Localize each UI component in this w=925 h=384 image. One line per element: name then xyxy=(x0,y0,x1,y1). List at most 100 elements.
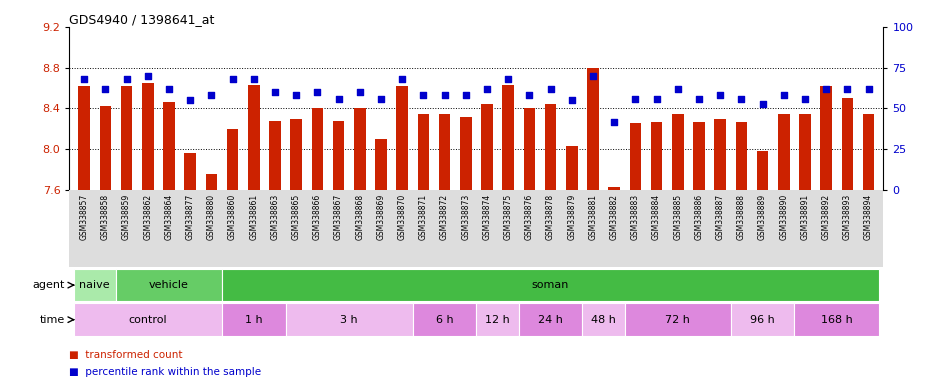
Bar xyxy=(566,146,577,190)
Text: GSM338867: GSM338867 xyxy=(334,194,343,240)
Text: GSM338885: GSM338885 xyxy=(673,194,683,240)
Point xyxy=(564,97,579,103)
Text: GSM338861: GSM338861 xyxy=(250,194,258,240)
Bar xyxy=(795,303,879,336)
Text: GSM338889: GSM338889 xyxy=(758,194,767,240)
Bar xyxy=(524,108,536,190)
Text: GSM338857: GSM338857 xyxy=(80,194,89,240)
Text: GSM338860: GSM338860 xyxy=(228,194,237,240)
Bar xyxy=(184,153,196,190)
Bar xyxy=(842,98,853,190)
Text: agent: agent xyxy=(32,280,65,290)
Bar xyxy=(269,121,281,190)
Text: GSM338866: GSM338866 xyxy=(313,194,322,240)
Text: GSM338881: GSM338881 xyxy=(588,194,598,240)
Text: GSM338863: GSM338863 xyxy=(270,194,279,240)
Point xyxy=(586,73,600,79)
Text: 72 h: 72 h xyxy=(665,314,690,325)
Text: GSM338888: GSM338888 xyxy=(737,194,746,240)
Bar xyxy=(799,114,811,190)
Bar xyxy=(290,119,302,190)
Text: GSM338884: GSM338884 xyxy=(652,194,661,240)
Text: GSM338878: GSM338878 xyxy=(546,194,555,240)
Text: GSM338894: GSM338894 xyxy=(864,194,873,240)
Text: GSM338882: GSM338882 xyxy=(610,194,619,240)
Bar xyxy=(672,114,684,190)
Text: ■  percentile rank within the sample: ■ percentile rank within the sample xyxy=(69,367,262,377)
Bar xyxy=(502,85,514,190)
Point xyxy=(479,86,494,92)
Point xyxy=(119,76,134,82)
Point xyxy=(141,73,155,79)
Text: 168 h: 168 h xyxy=(820,314,853,325)
Text: 6 h: 6 h xyxy=(436,314,453,325)
Bar xyxy=(248,85,260,190)
Bar xyxy=(735,122,747,190)
Bar xyxy=(142,83,154,190)
Bar xyxy=(757,151,769,190)
Text: GSM338874: GSM338874 xyxy=(483,194,491,240)
Point xyxy=(500,76,515,82)
Text: GSM338892: GSM338892 xyxy=(821,194,831,240)
Text: 1 h: 1 h xyxy=(245,314,263,325)
Point xyxy=(310,89,325,95)
Text: control: control xyxy=(129,314,167,325)
Point xyxy=(267,89,282,95)
Bar xyxy=(714,119,726,190)
Bar xyxy=(609,187,620,190)
Point xyxy=(374,96,388,102)
Bar xyxy=(693,122,705,190)
Bar xyxy=(545,104,557,190)
Text: GSM338890: GSM338890 xyxy=(779,194,788,240)
Text: GSM338859: GSM338859 xyxy=(122,194,131,240)
Bar xyxy=(74,269,116,301)
Point xyxy=(861,86,876,92)
Bar xyxy=(121,86,132,190)
Bar xyxy=(863,114,874,190)
Point xyxy=(713,92,728,98)
Text: ■  transformed count: ■ transformed count xyxy=(69,350,183,360)
Text: naive: naive xyxy=(80,280,110,290)
Point xyxy=(246,76,261,82)
Point xyxy=(395,76,410,82)
Text: GSM338891: GSM338891 xyxy=(800,194,809,240)
Point xyxy=(77,76,92,82)
Point xyxy=(649,96,664,102)
Point xyxy=(819,86,833,92)
Bar xyxy=(116,269,222,301)
Bar xyxy=(630,123,641,190)
Bar xyxy=(222,269,879,301)
Bar xyxy=(481,104,493,190)
Bar xyxy=(396,86,408,190)
Point xyxy=(797,96,812,102)
Bar xyxy=(227,129,239,190)
Text: GSM338879: GSM338879 xyxy=(567,194,576,240)
Point xyxy=(692,96,707,102)
Point xyxy=(840,86,855,92)
Bar xyxy=(460,117,472,190)
Point xyxy=(607,118,622,124)
Bar xyxy=(100,106,111,190)
Bar xyxy=(476,303,519,336)
Bar xyxy=(333,121,344,190)
Point xyxy=(522,92,536,98)
Point xyxy=(331,96,346,102)
Bar xyxy=(519,303,583,336)
Text: GSM338871: GSM338871 xyxy=(419,194,428,240)
Bar xyxy=(312,108,323,190)
Text: 96 h: 96 h xyxy=(750,314,775,325)
Point xyxy=(459,92,474,98)
Bar xyxy=(222,303,286,336)
Text: GSM338876: GSM338876 xyxy=(524,194,534,240)
Text: GSM338869: GSM338869 xyxy=(376,194,386,240)
Text: time: time xyxy=(40,314,65,325)
Text: GSM338862: GSM338862 xyxy=(143,194,153,240)
Text: GSM338886: GSM338886 xyxy=(695,194,703,240)
Bar xyxy=(820,86,832,190)
Bar xyxy=(79,86,90,190)
Point xyxy=(416,92,431,98)
Text: 48 h: 48 h xyxy=(591,314,616,325)
Bar xyxy=(417,114,429,190)
Text: 12 h: 12 h xyxy=(486,314,510,325)
Bar xyxy=(587,68,598,190)
